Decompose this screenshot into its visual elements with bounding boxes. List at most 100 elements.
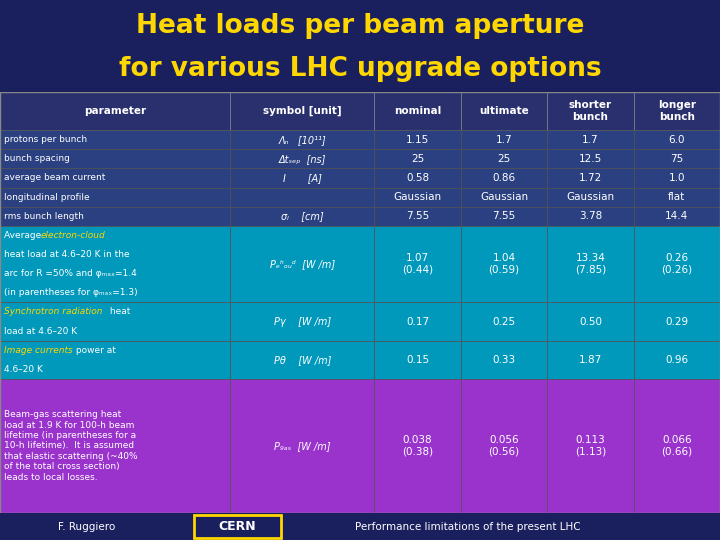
Text: 1.87: 1.87 [579, 355, 602, 365]
Text: Average: Average [4, 231, 44, 240]
Bar [0, 187, 230, 207]
Text: 0.15: 0.15 [406, 355, 429, 365]
Bar [461, 302, 547, 341]
Bar [461, 149, 547, 168]
Text: 0.26
(0.26): 0.26 (0.26) [661, 253, 693, 275]
Text: Gaussian: Gaussian [394, 192, 441, 202]
Bar [374, 341, 461, 379]
Text: (in parentheses for φₘₐₓ=1.3): (in parentheses for φₘₐₓ=1.3) [4, 288, 138, 298]
Text: 1.15: 1.15 [406, 134, 429, 145]
Bar [547, 130, 634, 149]
Bar [547, 226, 634, 302]
Text: σₗ    [cm]: σₗ [cm] [281, 211, 324, 221]
Text: Δtₛₑₚ  [ns]: Δtₛₑₚ [ns] [279, 154, 326, 164]
Text: Λₙ   [10¹¹]: Λₙ [10¹¹] [279, 134, 326, 145]
Text: 12.5: 12.5 [579, 154, 602, 164]
Text: Image currents: Image currents [4, 346, 72, 355]
Text: 75: 75 [670, 154, 683, 164]
Text: 25: 25 [498, 154, 510, 164]
Text: 0.056
(0.56): 0.056 (0.56) [488, 435, 520, 457]
Text: longer
bunch: longer bunch [658, 100, 696, 122]
Text: heat load at 4.6–20 K in the: heat load at 4.6–20 K in the [4, 250, 129, 259]
Text: 0.86: 0.86 [492, 173, 516, 183]
Text: 4.6–20 K: 4.6–20 K [4, 365, 42, 374]
Text: rms bunch length: rms bunch length [4, 212, 84, 221]
Text: 0.113
(1.13): 0.113 (1.13) [575, 435, 606, 457]
Text: protons per bunch: protons per bunch [4, 135, 86, 144]
Text: Pₑʰₒᵤᵈ  [W /m]: Pₑʰₒᵤᵈ [W /m] [270, 259, 335, 269]
Bar [634, 341, 720, 379]
Text: 14.4: 14.4 [665, 211, 688, 221]
Bar [461, 130, 547, 149]
Text: 1.04
(0.59): 1.04 (0.59) [488, 253, 520, 275]
Bar [0, 226, 230, 302]
Bar [374, 92, 461, 130]
Text: 0.066
(0.66): 0.066 (0.66) [661, 435, 693, 457]
Text: flat: flat [668, 192, 685, 202]
Bar [230, 341, 374, 379]
Bar [634, 149, 720, 168]
Bar [547, 207, 634, 226]
Text: 1.72: 1.72 [579, 173, 602, 183]
Bar [374, 149, 461, 168]
Bar [634, 130, 720, 149]
Text: load at 4.6–20 K: load at 4.6–20 K [4, 327, 77, 336]
Text: for various LHC upgrade options: for various LHC upgrade options [119, 56, 601, 82]
Text: Beam-gas scattering heat
load at 1.9 K for 100-h beam
lifetime (in parentheses f: Beam-gas scattering heat load at 1.9 K f… [4, 410, 138, 482]
Bar [461, 168, 547, 187]
Bar [230, 92, 374, 130]
Text: Gaussian: Gaussian [480, 192, 528, 202]
Text: bunch spacing: bunch spacing [4, 154, 69, 163]
Bar [547, 341, 634, 379]
Bar [0, 149, 230, 168]
Bar [0, 207, 230, 226]
Text: 1.7: 1.7 [582, 134, 599, 145]
Text: average beam current: average beam current [4, 173, 105, 183]
Text: F. Ruggiero: F. Ruggiero [58, 522, 115, 531]
Bar [547, 92, 634, 130]
Text: 7.55: 7.55 [406, 211, 429, 221]
Text: Performance limitations of the present LHC: Performance limitations of the present L… [355, 522, 581, 531]
Text: 0.17: 0.17 [406, 316, 429, 327]
Bar [230, 302, 374, 341]
Bar [634, 187, 720, 207]
Bar [547, 187, 634, 207]
Bar [374, 130, 461, 149]
Text: power at: power at [73, 346, 117, 355]
Text: 0.96: 0.96 [665, 355, 688, 365]
Bar [374, 379, 461, 513]
Text: 13.34
(7.85): 13.34 (7.85) [575, 253, 606, 275]
Bar [374, 187, 461, 207]
Bar [461, 226, 547, 302]
Text: 0.58: 0.58 [406, 173, 429, 183]
Bar [374, 226, 461, 302]
Bar [374, 302, 461, 341]
Text: 7.55: 7.55 [492, 211, 516, 221]
Bar [0, 379, 230, 513]
Bar [634, 302, 720, 341]
Bar [634, 207, 720, 226]
Bar [634, 92, 720, 130]
Text: heat: heat [107, 307, 130, 316]
Text: 0.25: 0.25 [492, 316, 516, 327]
Bar [374, 168, 461, 187]
Text: nominal: nominal [394, 106, 441, 116]
Bar [230, 226, 374, 302]
Text: Synchrotron radiation: Synchrotron radiation [4, 307, 102, 316]
Bar [230, 207, 374, 226]
Bar [0, 302, 230, 341]
Bar [230, 168, 374, 187]
Bar [547, 168, 634, 187]
Text: longitudinal profile: longitudinal profile [4, 193, 89, 201]
Text: 0.29: 0.29 [665, 316, 688, 327]
Bar [461, 341, 547, 379]
Bar [547, 149, 634, 168]
Text: arc for R =50% and φₘₐₓ=1.4: arc for R =50% and φₘₐₓ=1.4 [4, 269, 136, 278]
Bar [230, 379, 374, 513]
Text: Gaussian: Gaussian [567, 192, 614, 202]
Text: 1.0: 1.0 [669, 173, 685, 183]
Text: electron-cloud: electron-cloud [41, 231, 106, 240]
Text: ultimate: ultimate [479, 106, 529, 116]
Text: 3.78: 3.78 [579, 211, 602, 221]
FancyBboxPatch shape [194, 515, 281, 538]
